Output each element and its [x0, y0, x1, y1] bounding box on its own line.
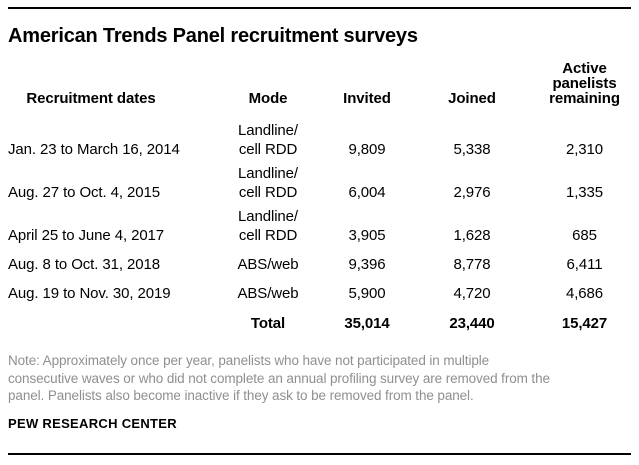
- joined-cell: 1,628: [453, 227, 491, 244]
- total-row: Total 35,014 23,440 15,427: [8, 306, 631, 336]
- active-total-cell: 15,427: [561, 315, 608, 332]
- date-cell: [8, 306, 208, 336]
- invited-cell: 9,809: [348, 141, 386, 158]
- mode-cell: Landline/ cell RDD: [238, 122, 298, 158]
- joined-cell: 8,778: [453, 256, 491, 273]
- date-cell: Jan. 23 to March 16, 2014: [8, 141, 180, 158]
- invited-cell: 9,396: [348, 256, 386, 273]
- mode-cell: Landline/ cell RDD: [238, 208, 298, 244]
- bottom-rule: [8, 452, 631, 455]
- table-row: April 25 to June 4, 2017 Landline/ cell …: [8, 205, 631, 248]
- joined-cell: 2,976: [453, 184, 491, 201]
- joined-cell: 4,720: [453, 285, 491, 302]
- column-header-recruitment-dates: Recruitment dates: [26, 90, 156, 107]
- invited-cell: 5,900: [348, 285, 386, 302]
- invited-total-cell: 35,014: [344, 315, 390, 332]
- column-header-joined: Joined: [448, 90, 496, 107]
- source-label: PEW RESEARCH CENTER: [8, 415, 177, 431]
- column-header-invited: Invited: [343, 90, 391, 107]
- table-row: Aug. 8 to Oct. 31, 2018 ABS/web 9,396 8,…: [8, 248, 631, 277]
- table-row: Aug. 27 to Oct. 4, 2015 Landline/ cell R…: [8, 162, 631, 205]
- table-header: Recruitment dates Mode Invited Joined Ac…: [8, 51, 631, 110]
- invited-cell: 6,004: [348, 184, 386, 201]
- active-cell: 685: [572, 227, 597, 244]
- recruitment-table: Recruitment dates Mode Invited Joined Ac…: [8, 51, 631, 336]
- date-cell: April 25 to June 4, 2017: [8, 227, 165, 244]
- mode-cell: Landline/ cell RDD: [238, 165, 298, 201]
- date-cell: Aug. 27 to Oct. 4, 2015: [8, 184, 160, 201]
- note-line: Note: Approximately once per year, panel…: [8, 353, 490, 368]
- active-cell: 6,411: [566, 256, 603, 273]
- column-header-mode: Mode: [248, 90, 288, 107]
- mode-cell: ABS/web: [237, 256, 299, 273]
- joined-cell: 5,338: [453, 141, 491, 158]
- note-line: consecutive waves or who did not complet…: [8, 370, 550, 386]
- total-label: Total: [250, 315, 286, 332]
- joined-total-cell: 23,440: [449, 315, 495, 332]
- mode-cell: ABS/web: [237, 285, 299, 302]
- note-line: panel. Panelists also become inactive if…: [8, 388, 474, 403]
- active-cell: 2,310: [565, 141, 604, 158]
- note-text: Note: Approximately once per year, panel…: [8, 352, 631, 405]
- table-row: Jan. 23 to March 16, 2014 Landline/ cell…: [8, 110, 631, 162]
- active-cell: 4,686: [565, 285, 604, 302]
- date-cell: Aug. 8 to Oct. 31, 2018: [8, 256, 160, 273]
- page-title: American Trends Panel recruitment survey…: [8, 25, 418, 47]
- top-rule: [8, 7, 631, 9]
- invited-cell: 3,905: [348, 227, 386, 244]
- column-header-active-panelists: Active panelists remaining: [549, 60, 620, 107]
- date-cell: Aug. 19 to Nov. 30, 2019: [8, 285, 171, 302]
- table-row: Aug. 19 to Nov. 30, 2019 ABS/web 5,900 4…: [8, 277, 631, 306]
- active-cell: 1,335: [565, 184, 604, 201]
